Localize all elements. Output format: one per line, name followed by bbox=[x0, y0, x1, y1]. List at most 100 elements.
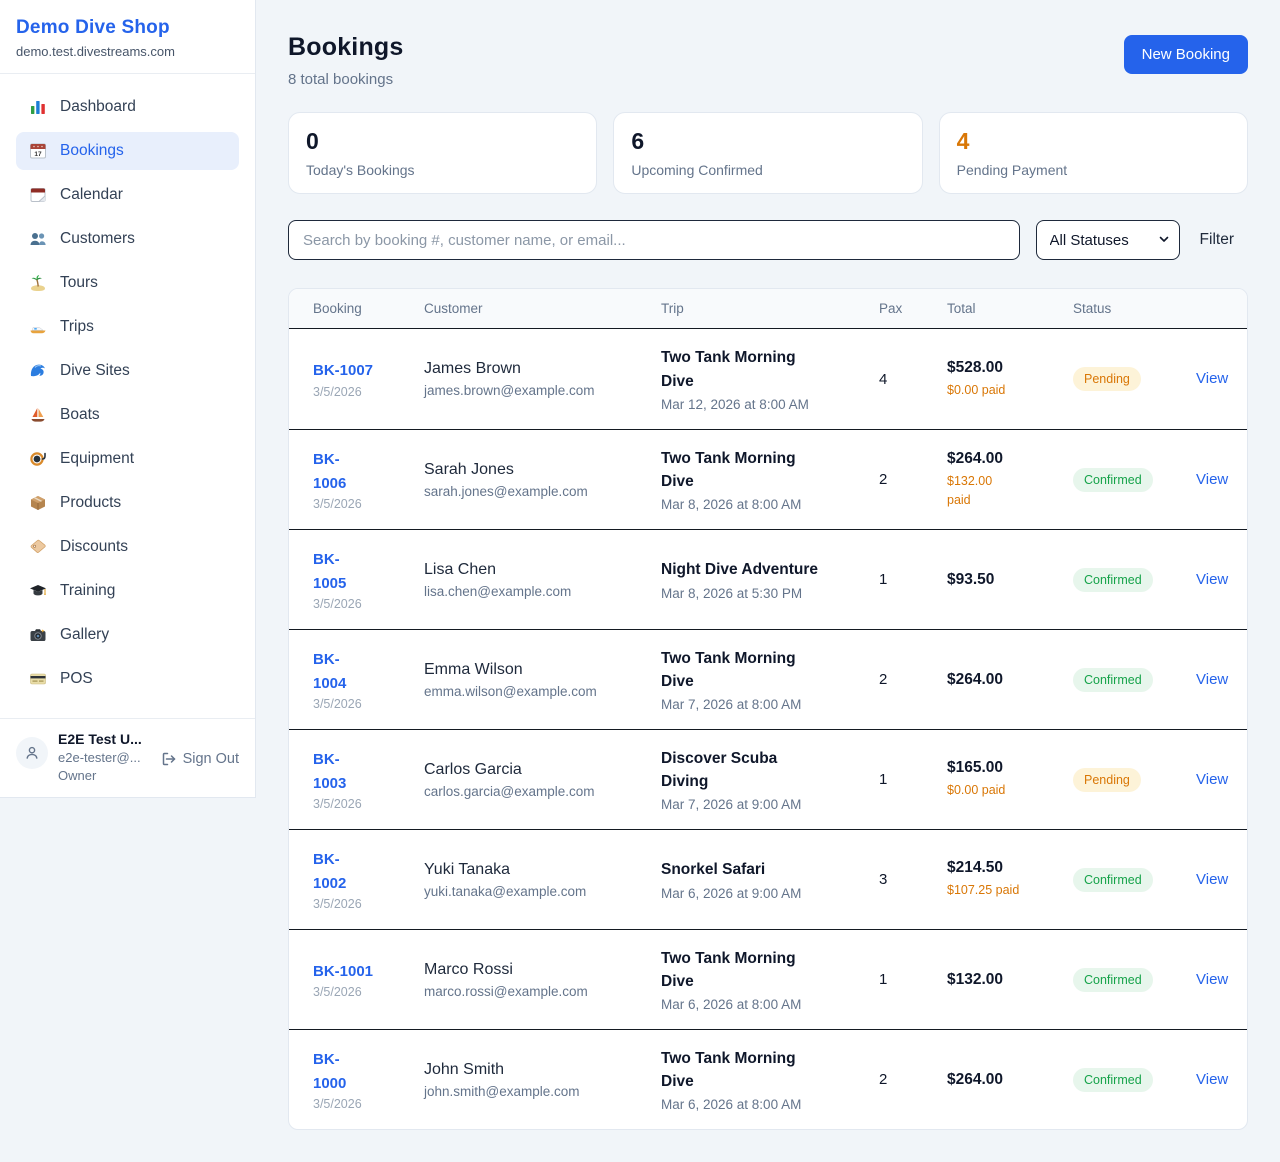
bar-chart-icon bbox=[29, 98, 47, 116]
customer-name: Carlos Garcia bbox=[424, 760, 522, 778]
customer-name: James Brown bbox=[424, 360, 521, 377]
customer-email: james.brown@example.com bbox=[424, 383, 595, 398]
trip-datetime: Mar 6, 2026 at 9:00 AM bbox=[661, 885, 802, 901]
view-link[interactable]: View bbox=[1196, 1070, 1229, 1088]
booking-date: 3/5/2026 bbox=[313, 1096, 362, 1111]
booking-id-link[interactable]: BK-1007 bbox=[313, 362, 374, 380]
booking-id-link[interactable]: BK-1000 bbox=[313, 1051, 347, 1092]
sailboat-icon bbox=[29, 406, 47, 424]
sidebar-item-discounts[interactable]: Discounts bbox=[16, 528, 239, 566]
sidebar-item-calendar[interactable]: Calendar bbox=[16, 176, 239, 214]
avatar bbox=[16, 737, 48, 769]
trip-name: Two Tank Morning Dive bbox=[661, 649, 796, 690]
column-header-customer: Customer bbox=[424, 301, 483, 316]
customer-name: Emma Wilson bbox=[424, 660, 523, 678]
column-header-status: Status bbox=[1073, 301, 1112, 316]
sidebar-item-customers[interactable]: Customers bbox=[16, 220, 239, 258]
tear-calendar-icon bbox=[29, 186, 47, 204]
booking-id-link[interactable]: BK-1004 bbox=[313, 651, 347, 692]
customer-email: john.smith@example.com bbox=[424, 1083, 580, 1099]
booking-date: 3/5/2026 bbox=[313, 796, 362, 811]
sidebar-item-dashboard[interactable]: Dashboard bbox=[16, 88, 239, 126]
status-badge: Confirmed bbox=[1073, 1067, 1153, 1092]
status-badge: Pending bbox=[1073, 367, 1141, 391]
sidebar-item-trips[interactable]: Trips bbox=[16, 308, 239, 346]
booking-id-link[interactable]: BK-1005 bbox=[313, 551, 347, 592]
trip-datetime: Mar 6, 2026 at 8:00 AM bbox=[661, 1097, 802, 1113]
booking-id-link[interactable]: BK-1003 bbox=[313, 751, 347, 792]
booking-id-link[interactable]: BK-1006 bbox=[313, 451, 347, 492]
pax-count: 1 bbox=[879, 771, 888, 788]
sidebar-item-equipment[interactable]: Equipment bbox=[16, 440, 239, 478]
column-header-pax: Pax bbox=[879, 301, 903, 316]
status-filter-select[interactable]: All Statuses bbox=[1035, 220, 1180, 260]
sidebar-user-footer: E2E Test U... e2e-tester@... Owner Sign … bbox=[0, 718, 255, 797]
view-link[interactable]: View bbox=[1196, 770, 1229, 788]
trip-name: Night Dive Adventure bbox=[661, 561, 819, 579]
sidebar-item-pos[interactable]: POS bbox=[16, 660, 239, 698]
trip-datetime: Mar 8, 2026 at 8:00 AM bbox=[661, 497, 802, 513]
sidebar-item-boats[interactable]: Boats bbox=[16, 396, 239, 434]
table-row: BK-1003 3/5/2026 Carlos Garcia carlos.ga… bbox=[289, 729, 1247, 829]
sidebar-item-gallery[interactable]: Gallery bbox=[16, 616, 239, 654]
customer-email: yuki.tanaka@example.com bbox=[424, 883, 587, 899]
wave-icon bbox=[29, 362, 47, 380]
column-header-trip: Trip bbox=[661, 301, 684, 316]
column-header-booking: Booking bbox=[313, 301, 362, 316]
filter-button[interactable]: Filter bbox=[1196, 231, 1248, 249]
customer-name: Lisa Chen bbox=[424, 560, 497, 578]
dive-mask-icon bbox=[29, 450, 47, 468]
user-role: Owner bbox=[58, 768, 97, 783]
booking-id-link[interactable]: BK-1002 bbox=[313, 851, 347, 892]
view-link[interactable]: View bbox=[1196, 870, 1229, 888]
sidebar-item-products[interactable]: Products bbox=[16, 484, 239, 522]
grad-cap-icon bbox=[29, 582, 47, 600]
pax-count: 1 bbox=[879, 571, 888, 588]
view-link[interactable]: View bbox=[1196, 370, 1229, 387]
paid-amount: $132.00 paid bbox=[947, 474, 993, 507]
customer-email: emma.wilson@example.com bbox=[424, 683, 597, 699]
paid-amount: $0.00 paid bbox=[947, 783, 1006, 798]
view-link[interactable]: View bbox=[1196, 670, 1229, 688]
pax-count: 4 bbox=[879, 370, 888, 388]
stat-label: Upcoming Confirmed bbox=[631, 162, 763, 178]
status-badge: Pending bbox=[1073, 767, 1141, 792]
table-row: BK-1004 3/5/2026 Emma Wilson emma.wilson… bbox=[289, 629, 1247, 729]
booking-date: 3/5/2026 bbox=[313, 596, 362, 611]
island-icon bbox=[29, 274, 47, 292]
booking-date: 3/5/2026 bbox=[313, 985, 362, 1000]
people-icon bbox=[29, 230, 47, 248]
user-icon bbox=[26, 746, 38, 759]
user-email: e2e-tester@... bbox=[58, 750, 141, 765]
sidebar-nav: Dashboard 17 Bookings Calendar Customers… bbox=[0, 74, 255, 714]
total-amount: $93.50 bbox=[947, 570, 995, 588]
sidebar-item-training[interactable]: Training bbox=[16, 572, 239, 610]
stat-card-pending-payment: 4 Pending Payment bbox=[938, 112, 1248, 194]
view-link[interactable]: View bbox=[1196, 970, 1229, 988]
credit-card-icon bbox=[29, 670, 47, 688]
table-body: BK-1007 3/5/2026 James Brown james.brown… bbox=[289, 329, 1247, 1129]
pax-count: 2 bbox=[879, 471, 888, 488]
view-link[interactable]: View bbox=[1196, 470, 1229, 488]
new-booking-button[interactable]: New Booking bbox=[1123, 35, 1248, 74]
total-amount: $264.00 bbox=[947, 1070, 1004, 1088]
customer-name: Yuki Tanaka bbox=[424, 860, 510, 878]
camera-icon bbox=[29, 626, 47, 644]
status-badge: Confirmed bbox=[1073, 667, 1153, 692]
view-link[interactable]: View bbox=[1196, 570, 1229, 588]
stat-label: Pending Payment bbox=[956, 162, 1068, 178]
booking-id-link[interactable]: BK-1001 bbox=[313, 962, 374, 980]
table-row: BK-1001 3/5/2026 Marco Rossi marco.rossi… bbox=[289, 929, 1247, 1029]
stat-value: 4 bbox=[956, 128, 970, 154]
table-header-row: Booking Customer Trip Pax Total Status bbox=[289, 289, 1247, 329]
stat-value: 0 bbox=[306, 128, 319, 154]
calendar-date-icon: 17 bbox=[29, 142, 47, 160]
search-input[interactable] bbox=[288, 220, 1020, 260]
package-icon bbox=[29, 494, 47, 512]
trip-name: Two Tank Morning Dive bbox=[661, 449, 796, 490]
sidebar-item-dive-sites[interactable]: Dive Sites bbox=[16, 352, 239, 390]
sign-out-button[interactable]: Sign Out bbox=[161, 751, 239, 767]
customer-email: lisa.chen@example.com bbox=[424, 583, 572, 599]
sidebar-item-tours[interactable]: Tours bbox=[16, 264, 239, 302]
sidebar-item-bookings[interactable]: 17 Bookings bbox=[16, 132, 239, 170]
